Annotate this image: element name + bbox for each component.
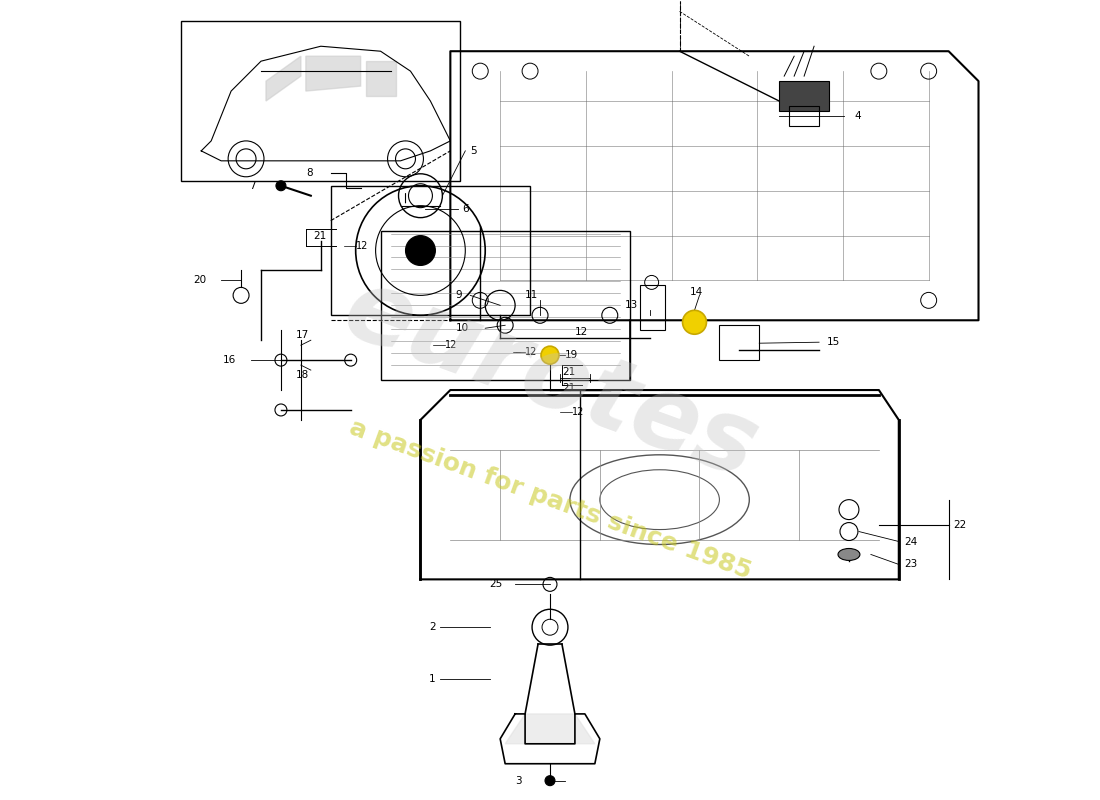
Text: 2: 2 xyxy=(429,622,436,632)
Circle shape xyxy=(541,346,559,364)
Text: 23: 23 xyxy=(904,559,917,570)
Text: 21: 21 xyxy=(312,230,326,241)
Circle shape xyxy=(406,235,436,266)
Circle shape xyxy=(276,181,286,190)
Text: 13: 13 xyxy=(625,300,638,310)
Bar xyxy=(779,81,829,111)
Polygon shape xyxy=(365,61,396,96)
Text: 11: 11 xyxy=(525,290,538,300)
Text: 24: 24 xyxy=(904,537,917,546)
Ellipse shape xyxy=(838,549,860,561)
Text: a passion for parts since 1985: a passion for parts since 1985 xyxy=(345,415,755,584)
Circle shape xyxy=(544,776,556,786)
Bar xyxy=(381,230,629,380)
Polygon shape xyxy=(505,714,595,744)
Text: 22: 22 xyxy=(954,519,967,530)
Text: 4: 4 xyxy=(854,111,860,121)
Bar xyxy=(789,106,820,126)
Text: 17: 17 xyxy=(296,330,309,340)
Polygon shape xyxy=(266,56,301,101)
Bar xyxy=(331,186,530,315)
Text: 6: 6 xyxy=(462,204,469,214)
Text: 14: 14 xyxy=(690,287,703,298)
Text: eurotes: eurotes xyxy=(330,261,770,499)
Polygon shape xyxy=(306,56,361,91)
Text: 19: 19 xyxy=(565,350,579,360)
Bar xyxy=(719,326,759,360)
Text: 21: 21 xyxy=(562,367,575,377)
Text: 15: 15 xyxy=(827,338,840,347)
Bar xyxy=(182,22,460,181)
Text: 21: 21 xyxy=(562,383,575,393)
Text: 18: 18 xyxy=(296,370,309,380)
Text: 20: 20 xyxy=(194,275,206,286)
Text: 8: 8 xyxy=(306,168,312,178)
Text: 3: 3 xyxy=(515,776,521,786)
Text: 10: 10 xyxy=(455,323,469,334)
Text: 5: 5 xyxy=(471,146,477,156)
Text: 16: 16 xyxy=(223,355,236,365)
Text: 12: 12 xyxy=(575,327,589,338)
Text: 12: 12 xyxy=(355,241,368,250)
Text: 12: 12 xyxy=(572,407,584,417)
Text: 7: 7 xyxy=(250,181,256,190)
Text: 1: 1 xyxy=(429,674,436,684)
Circle shape xyxy=(682,310,706,334)
Text: 25: 25 xyxy=(488,579,503,590)
Text: 12: 12 xyxy=(525,347,538,357)
Text: 12: 12 xyxy=(446,340,458,350)
Bar xyxy=(640,286,664,330)
Text: 9: 9 xyxy=(455,290,462,300)
